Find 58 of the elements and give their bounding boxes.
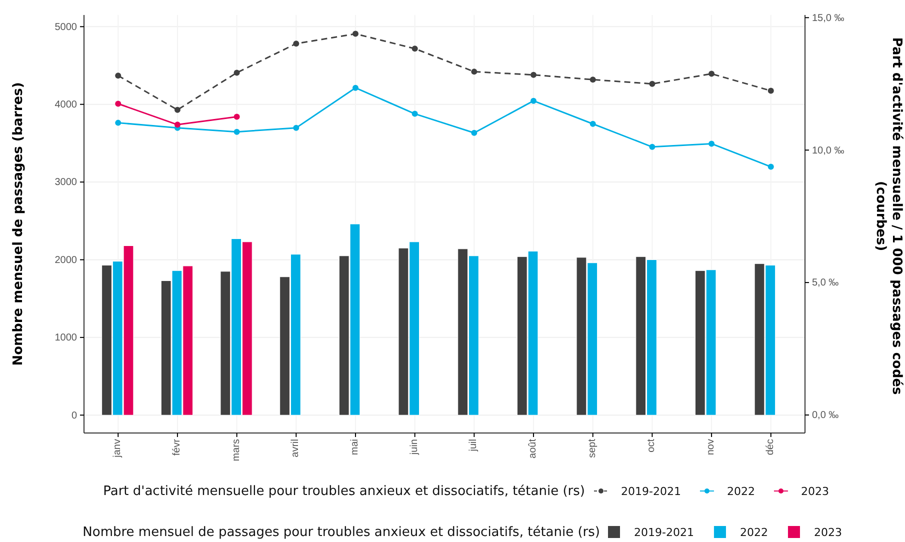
point <box>708 70 715 77</box>
point <box>590 76 596 83</box>
point <box>471 68 478 75</box>
x-tick-label: juin <box>408 439 420 456</box>
legend-label: 2023 <box>800 485 829 498</box>
y-tick-label: 4000 <box>54 100 78 111</box>
x-tick-label: nov <box>706 439 717 456</box>
x-tick-label: mai <box>349 439 360 456</box>
x-tick-label: mars <box>230 439 242 462</box>
point <box>590 120 596 127</box>
y-tick-label: 5000 <box>54 22 78 33</box>
point <box>115 120 122 126</box>
point <box>352 84 358 91</box>
x-tick-label: août <box>528 438 539 458</box>
y2-tick-label: 0,0 ‰ <box>812 410 839 422</box>
y-tick-label: 0 <box>71 410 78 422</box>
point <box>530 72 537 78</box>
y2-axis-title: Part d'activité mensuelle / 1 000 passages codés (courbes) <box>873 37 904 395</box>
point <box>115 72 122 79</box>
legend-label: 2019-2021 <box>621 485 681 498</box>
x-tick-label: avril <box>290 439 302 458</box>
point <box>649 80 656 87</box>
legend-label: 2022 <box>726 485 755 498</box>
legend-label: 2023 <box>814 526 842 539</box>
legend-label: 2022 <box>740 526 768 539</box>
point <box>293 124 300 131</box>
point <box>234 114 240 120</box>
x-tick-label: févr <box>171 438 182 456</box>
point <box>174 122 180 128</box>
point <box>293 40 300 47</box>
point <box>412 46 418 52</box>
point <box>234 128 240 135</box>
x-tick-label: oct <box>646 438 658 452</box>
point <box>708 140 715 147</box>
y-tick-label: 1000 <box>54 332 78 344</box>
y-tick-label: 2000 <box>54 254 78 266</box>
x-tick-label: juil <box>468 439 480 452</box>
y2-tick-label: 10,0 ‰ <box>812 145 844 156</box>
text: Nombre mensuel de passages pour troubles anxieux et dissociatifs, tétanie (rs) <box>82 525 600 540</box>
point <box>768 164 774 170</box>
point <box>352 30 358 37</box>
x-tick-label: janv <box>112 439 124 458</box>
point <box>649 144 656 150</box>
y-tick-label: 3000 <box>54 177 78 188</box>
y-axis-title: Nombre mensuel de passages (barres) <box>11 82 26 366</box>
y2-tick-label: 15,0 ‰ <box>812 12 844 24</box>
legend-label: 2019-2021 <box>634 526 694 539</box>
x-tick-label: sept <box>586 438 598 458</box>
point <box>115 100 122 107</box>
text: Part d'activité mensuelle pour troubles anxieux et dissociatifs, tétanie (rs) <box>103 484 585 499</box>
point <box>412 110 418 117</box>
point <box>174 106 180 113</box>
point <box>768 88 774 94</box>
y2-tick-label: 5,0 ‰ <box>812 278 839 289</box>
point <box>530 98 537 104</box>
x-tick-label: déc <box>764 439 776 456</box>
point <box>471 130 478 136</box>
point <box>234 70 240 76</box>
